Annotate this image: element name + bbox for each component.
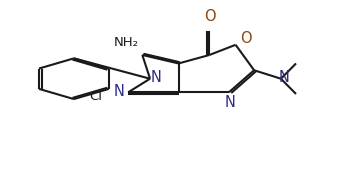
Text: N: N (279, 70, 290, 85)
Text: Cl: Cl (90, 90, 102, 103)
Text: O: O (240, 31, 251, 46)
Text: O: O (204, 9, 215, 24)
Text: N: N (113, 84, 124, 99)
Text: NH₂: NH₂ (114, 36, 139, 49)
Text: N: N (224, 95, 235, 110)
Text: N: N (151, 70, 161, 84)
